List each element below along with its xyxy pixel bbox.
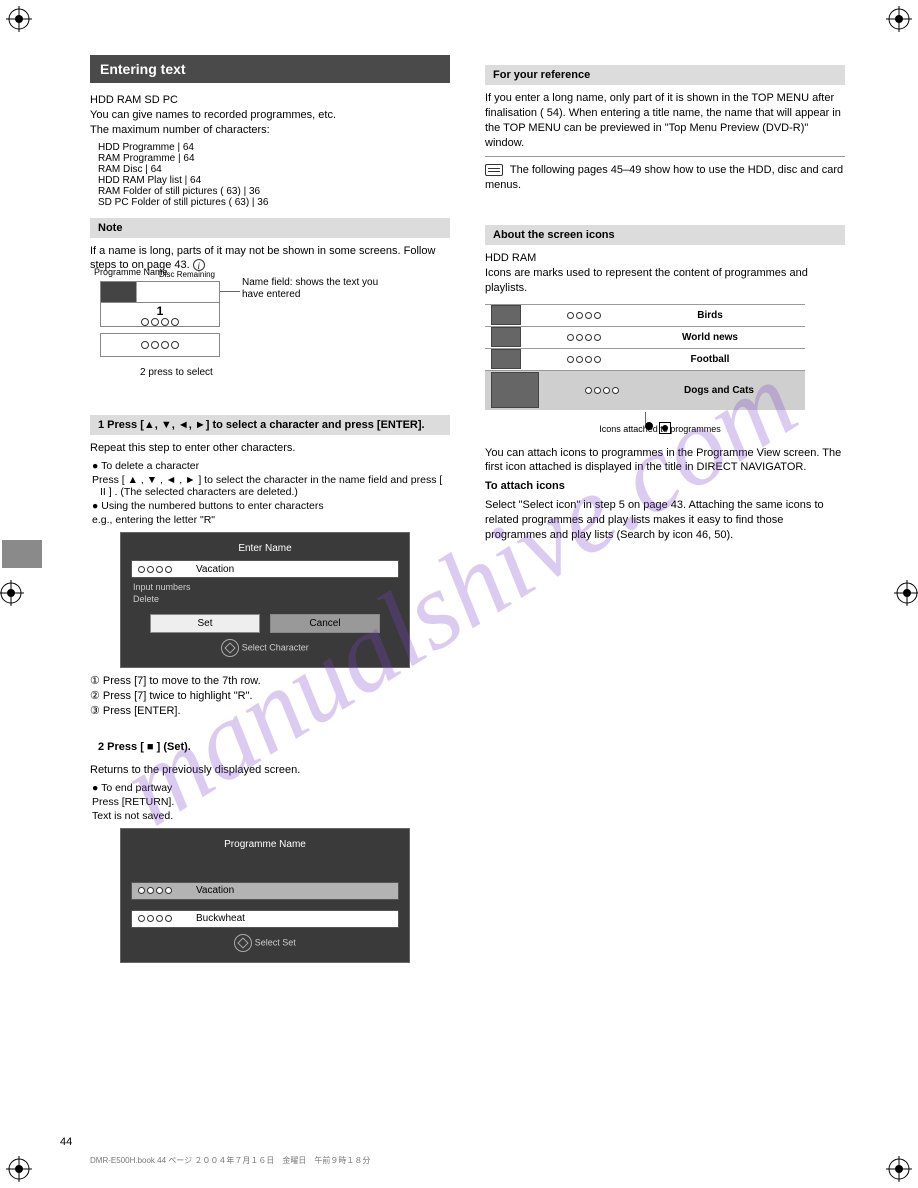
- four-circles-icon: [141, 318, 179, 326]
- table-row: RAM Disc | 64: [98, 164, 450, 175]
- four-circles-icon: [585, 387, 619, 394]
- four-circles-icon: [567, 356, 601, 363]
- disc-remaining-label: Disc Remaining: [159, 270, 215, 279]
- bullet: ● Using the numbered buttons to enter ch…: [100, 500, 450, 512]
- registration-mark-bl: [6, 1156, 32, 1182]
- substep: ② Press [7] twice to highlight "R".: [90, 689, 450, 702]
- legend-title: Birds: [615, 310, 805, 321]
- name-input-row[interactable]: Vacation: [131, 560, 399, 578]
- legend-callout: Icons attached to programmes: [485, 412, 805, 438]
- four-circles-icon: [138, 566, 172, 573]
- table-row: RAM Programme | 64: [98, 153, 450, 164]
- four-circles-icon: [567, 334, 601, 341]
- four-circles-icon: [138, 887, 172, 894]
- bullet: Press [ ▲ , ▼ , ◄ , ► ] to select the ch…: [100, 474, 450, 498]
- disc-bar: Disc Remaining: [100, 281, 220, 303]
- separator: [485, 156, 845, 157]
- legend-title: World news: [615, 332, 805, 343]
- nav-icon: [221, 639, 239, 657]
- callout-line: [220, 291, 240, 292]
- legend-title: Football: [615, 354, 805, 365]
- hint-delete: Delete: [133, 594, 399, 604]
- thumb-icon: [491, 372, 539, 408]
- step-2-body: Returns to the previously displayed scre…: [90, 763, 450, 778]
- icons-body-2: Select "Select icon" in step 5 on page 4…: [485, 498, 845, 543]
- table-row: HDD Programme | 64: [98, 142, 450, 153]
- substep: ① Press [7] to move to the 7th row.: [90, 674, 450, 687]
- legend-row: Birds: [485, 304, 805, 326]
- bullet: ● To delete a character: [100, 460, 450, 472]
- side-tab: [2, 540, 42, 568]
- name-text: Vacation: [196, 564, 234, 575]
- four-circles-icon: [138, 915, 172, 922]
- note-bar: Note: [90, 218, 450, 238]
- table-row: HDD RAM Play list | 64: [98, 175, 450, 186]
- four-circles-icon: [567, 312, 601, 319]
- cancel-button[interactable]: Cancel: [270, 614, 380, 633]
- disc-band-2: [100, 333, 220, 357]
- registration-mark-mr: [894, 580, 918, 606]
- step-2-bar: 2 Press [ ■ ] (Set).: [90, 737, 450, 757]
- reference-bar: For your reference: [485, 65, 845, 85]
- panel-title: Enter Name: [131, 543, 399, 554]
- char-limit-table: HDD Programme | 64 RAM Programme | 64 RA…: [98, 142, 450, 208]
- substep: ③ Press [ENTER].: [90, 704, 450, 717]
- callout-press-select: 2 press to select: [140, 367, 300, 379]
- step-1-body: Repeat this step to enter other characte…: [90, 441, 450, 456]
- panel-footer: Select Set: [131, 934, 399, 952]
- callout-namefield: Name field: shows the text you have ente…: [242, 277, 382, 301]
- programme-name-panel: Programme Name Vacation Buckwheat Select…: [120, 828, 410, 963]
- bullet: e.g., entering the letter "R": [100, 514, 450, 526]
- enter-name-panel: Enter Name Vacation Input numbers Delete…: [120, 532, 410, 668]
- list-text: Buckwheat: [196, 913, 245, 924]
- panel-title: Programme Name: [131, 839, 399, 850]
- cross-ref-note: The following pages 45–49 show how to us…: [485, 163, 845, 193]
- table-row: SD PC Folder of still pictures ( 63) | 3…: [98, 197, 450, 208]
- legend-row: World news: [485, 326, 805, 348]
- footer-reference: DMR-E500H.book 44 ページ ２００４年７月１６日 金曜日 午前９…: [90, 1155, 370, 1166]
- list-item[interactable]: Buckwheat: [131, 910, 399, 928]
- registration-mark-br: [886, 1156, 912, 1182]
- hint-input-numbers: Input numbers: [133, 582, 399, 592]
- legend-row-selected: Dogs and Cats: [485, 370, 805, 410]
- registration-mark-tl: [6, 6, 32, 32]
- icons-intro: HDD RAM Icons are marks used to represen…: [485, 251, 845, 296]
- disc-band-1: 1: [100, 303, 220, 327]
- registration-mark-ml: [0, 580, 24, 606]
- icons-bar: About the screen icons: [485, 225, 845, 245]
- icons-body-1: You can attach icons to programmes in th…: [485, 446, 845, 476]
- registration-mark-tr: [886, 6, 912, 32]
- main-heading: Entering text: [90, 55, 450, 83]
- step-1-bar: 1 Press [▲, ▼, ◄, ►] to select a charact…: [90, 415, 450, 435]
- legend-title: Dogs and Cats: [633, 385, 805, 396]
- attach-heading: To attach icons: [485, 479, 845, 494]
- intro-text: HDD RAM SD PC You can give names to reco…: [90, 93, 450, 138]
- bullet: ● To end partway: [100, 782, 450, 794]
- icon-legend: Birds World news Football Dogs and Cats: [485, 304, 805, 438]
- legend-row: Football: [485, 348, 805, 370]
- set-button[interactable]: Set: [150, 614, 260, 633]
- four-circles-icon: [141, 341, 179, 349]
- programme-name-label: Programme Name: [94, 267, 168, 277]
- thumb-icon: [491, 305, 521, 325]
- book-icon: [485, 164, 503, 176]
- table-row: RAM Folder of still pictures ( 63) | 36: [98, 186, 450, 197]
- page-number: 44: [60, 1136, 72, 1148]
- bullet: Text is not saved.: [100, 810, 450, 822]
- thumb-icon: [491, 327, 521, 347]
- nav-icon: [234, 934, 252, 952]
- disc-remaining-graphic: Programme Name Disc Remaining Name field…: [100, 281, 220, 357]
- panel-footer: Select Character: [131, 639, 399, 657]
- reference-text: If you enter a long name, only part of i…: [485, 91, 845, 150]
- list-text: Vacation: [196, 885, 234, 896]
- thumb-icon: [491, 349, 521, 369]
- bullet: Press [RETURN].: [100, 796, 450, 808]
- list-item[interactable]: Vacation: [131, 882, 399, 900]
